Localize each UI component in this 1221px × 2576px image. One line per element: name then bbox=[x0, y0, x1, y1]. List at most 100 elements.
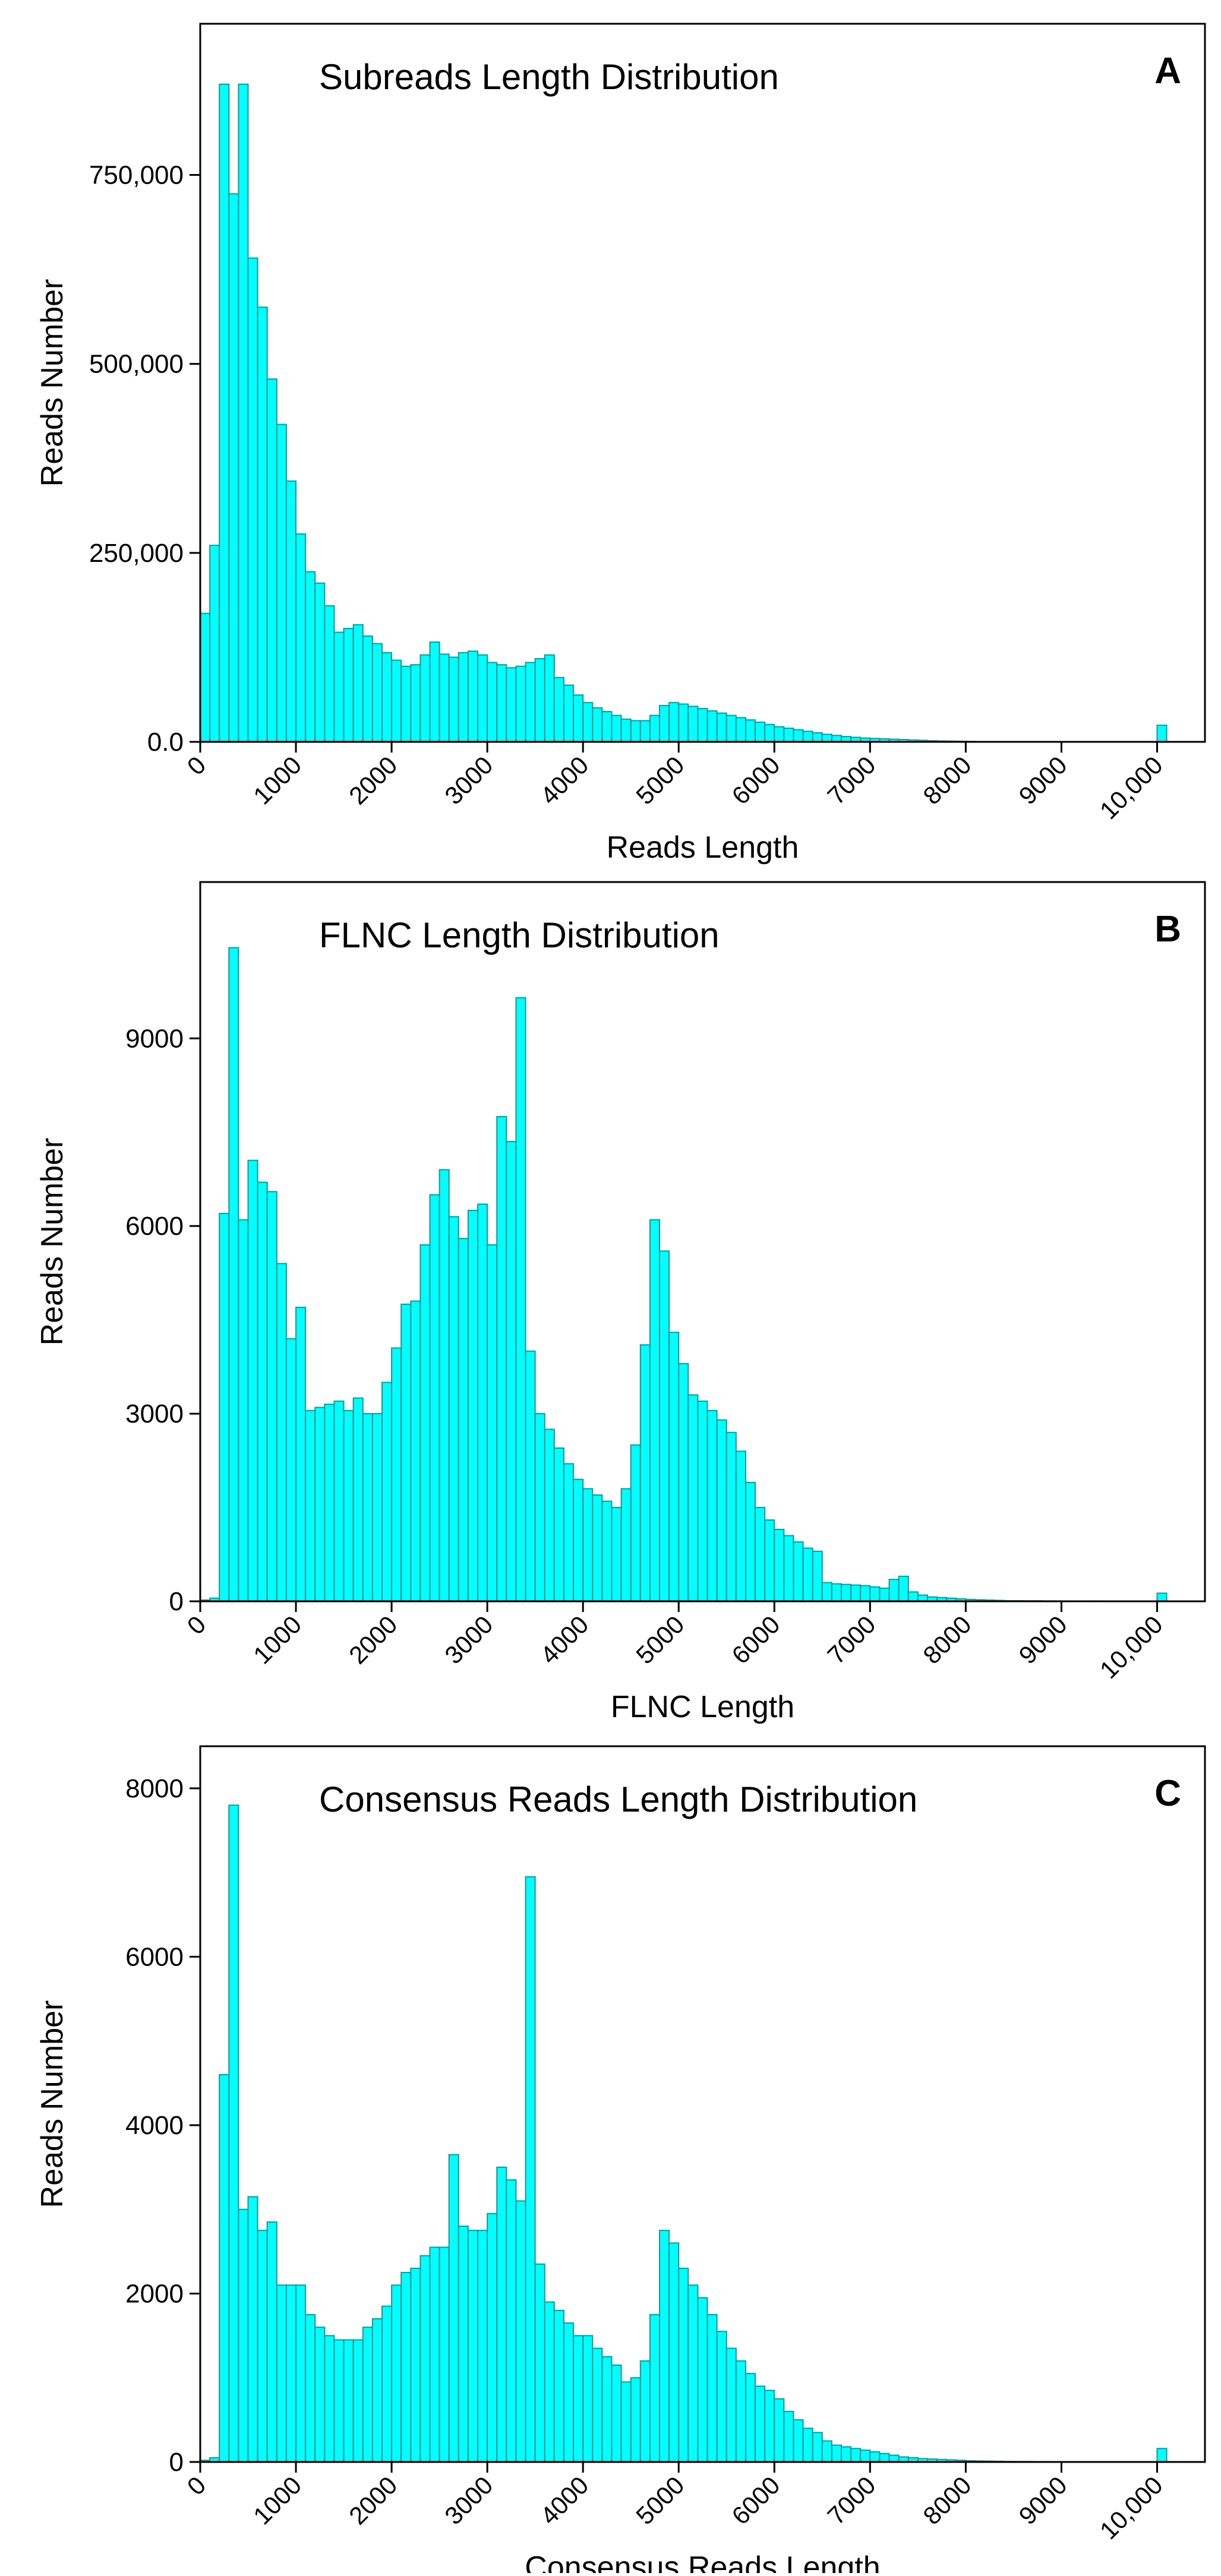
histogram-bar bbox=[698, 2298, 707, 2462]
x-tick-label: 4000 bbox=[535, 751, 594, 810]
histogram-bar bbox=[554, 2311, 564, 2462]
histogram-bar bbox=[401, 2272, 411, 2462]
histogram-bar bbox=[267, 1191, 277, 1601]
y-axis-label: Reads Number bbox=[35, 2000, 70, 2208]
histogram-bar bbox=[506, 1142, 516, 1601]
histogram-bar bbox=[631, 2378, 641, 2462]
x-tick-label: 7000 bbox=[822, 751, 881, 810]
histogram-bar bbox=[545, 2302, 554, 2462]
histogram-bar bbox=[573, 2335, 583, 2462]
x-tick-label: 10,000 bbox=[1094, 751, 1168, 824]
histogram-bar bbox=[497, 665, 506, 742]
histogram-bar bbox=[870, 2452, 879, 2462]
histogram-bar bbox=[669, 703, 679, 742]
x-tick-label: 0 bbox=[182, 1610, 212, 1640]
histogram-bar bbox=[717, 2331, 727, 2462]
histogram-bar bbox=[401, 1304, 411, 1601]
histogram-bar bbox=[296, 534, 305, 742]
histogram-bar bbox=[554, 1448, 564, 1601]
histogram-bar bbox=[708, 1411, 717, 1601]
histogram-bar bbox=[315, 1408, 324, 1601]
histogram-bar bbox=[774, 727, 784, 742]
y-tick-label: 6000 bbox=[125, 1942, 184, 1971]
histogram-bar bbox=[650, 715, 660, 742]
histogram-bar bbox=[660, 2230, 669, 2462]
histogram-bar bbox=[392, 660, 401, 742]
histogram-bar bbox=[354, 625, 363, 742]
histogram-bar bbox=[832, 1584, 841, 1601]
y-tick-label: 3000 bbox=[125, 1399, 184, 1428]
histogram-bar bbox=[602, 1502, 611, 1601]
x-tick-label: 5000 bbox=[630, 2471, 689, 2530]
histogram-bar bbox=[650, 1220, 660, 1601]
histogram-bar bbox=[650, 2315, 660, 2462]
x-tick-label: 8000 bbox=[917, 2471, 976, 2530]
x-tick-label: 0 bbox=[182, 751, 212, 780]
histogram-bar bbox=[1157, 1593, 1166, 1601]
histogram-bar bbox=[813, 1551, 822, 1601]
histogram-bar bbox=[516, 666, 525, 742]
histogram-bar bbox=[813, 2432, 822, 2462]
histogram-bar bbox=[296, 1307, 305, 1601]
histogram-bar bbox=[305, 1411, 315, 1601]
histogram-bar bbox=[564, 685, 573, 742]
histogram-bar bbox=[717, 1420, 727, 1601]
histogram-bar bbox=[784, 728, 793, 742]
histogram-bar bbox=[344, 628, 354, 742]
histogram-bar bbox=[459, 653, 468, 742]
x-tick-label: 3000 bbox=[439, 2471, 498, 2530]
y-axis-label: Reads Number bbox=[35, 279, 70, 487]
histogram-bar bbox=[918, 1595, 927, 1601]
x-tick-label: 6000 bbox=[726, 751, 785, 810]
histogram-bar bbox=[487, 662, 497, 742]
x-tick-label: 1000 bbox=[248, 2471, 307, 2530]
histogram-bar bbox=[765, 725, 774, 742]
histogram-bar bbox=[440, 1170, 449, 1601]
histogram-bar bbox=[401, 666, 411, 742]
histogram-bar bbox=[679, 1364, 688, 1601]
histogram-bar bbox=[219, 84, 229, 742]
histogram-bars bbox=[200, 1805, 1167, 2462]
histogram-bar bbox=[430, 1195, 440, 1601]
histogram-bar bbox=[258, 1182, 267, 1601]
panel-label: B bbox=[1154, 909, 1181, 950]
histogram-bar bbox=[727, 715, 736, 742]
histogram-bar bbox=[698, 709, 707, 742]
chart-title: Consensus Reads Length Distribution bbox=[319, 1780, 917, 1819]
histogram-bar bbox=[803, 1548, 813, 1601]
x-axis-label: Reads Length bbox=[607, 830, 799, 865]
histogram-bar bbox=[516, 2201, 525, 2462]
x-tick-label: 2000 bbox=[343, 2471, 402, 2530]
histogram-bar bbox=[583, 703, 592, 742]
histogram-bar bbox=[583, 1488, 592, 1601]
y-tick-label: 4000 bbox=[125, 2111, 184, 2140]
histogram-bar bbox=[449, 1216, 459, 1601]
x-tick-label: 2000 bbox=[343, 1610, 402, 1669]
histogram-bar bbox=[334, 1401, 343, 1601]
histogram-bar bbox=[459, 1238, 468, 1601]
histogram-bar bbox=[679, 2268, 688, 2462]
histogram-bar bbox=[554, 678, 564, 742]
x-tick-label: 8000 bbox=[917, 751, 976, 810]
y-axis-label: Reads Number bbox=[35, 1138, 70, 1346]
histogram-bar bbox=[430, 2248, 440, 2463]
histogram-bar bbox=[420, 655, 430, 742]
histogram-bar bbox=[641, 2361, 650, 2462]
histogram-bar bbox=[296, 2285, 305, 2462]
histogram-bar bbox=[592, 1495, 602, 1601]
histogram-bar bbox=[487, 1245, 497, 1601]
histogram-bar bbox=[411, 2268, 420, 2462]
x-tick-label: 4000 bbox=[535, 2471, 594, 2530]
histogram-bar bbox=[286, 481, 296, 742]
x-tick-label: 9000 bbox=[1013, 2471, 1072, 2530]
histogram-bar bbox=[305, 2315, 315, 2462]
histogram-bar bbox=[669, 1332, 679, 1601]
histogram-bar bbox=[506, 2180, 516, 2462]
x-tick-label: 8000 bbox=[917, 1610, 976, 1669]
histogram-bar bbox=[373, 1414, 382, 1601]
histogram-bar bbox=[324, 1404, 334, 1601]
histogram-bar bbox=[774, 2399, 784, 2462]
